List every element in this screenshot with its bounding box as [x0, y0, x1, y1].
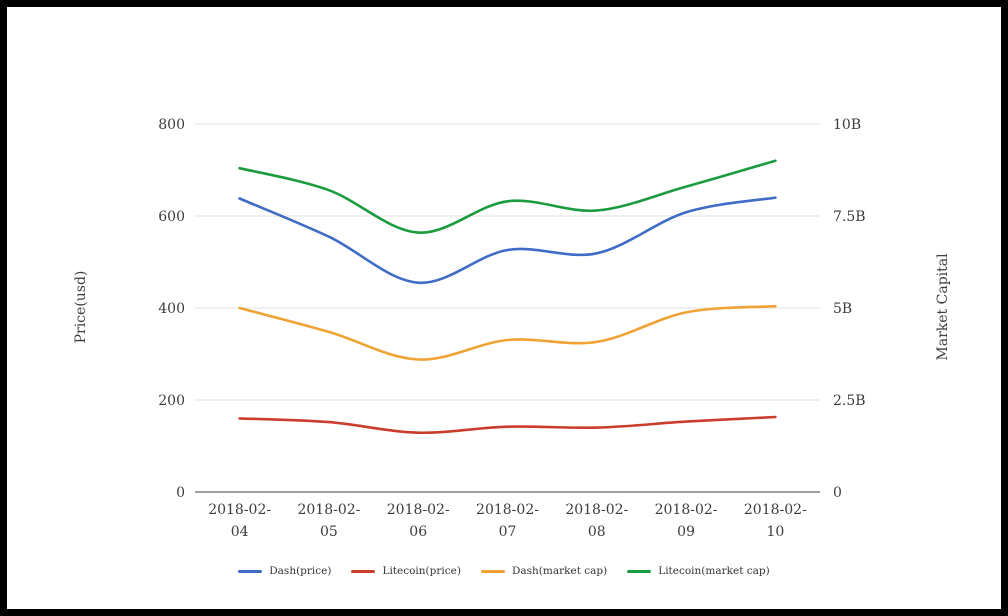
- legend-swatch-icon: [351, 569, 376, 573]
- legend-item-dash-price[interactable]: Dash(price): [238, 565, 331, 577]
- series-line-litecoin-price[interactable]: [238, 415, 777, 435]
- x-axis-label: 2018-02-04: [208, 502, 271, 540]
- legend-label: Dash(market cap): [511, 565, 608, 577]
- left-axis-tick: 0: [176, 485, 185, 501]
- left-axis-tick: 800: [158, 117, 185, 133]
- chart-legend: Dash(price) Litecoin(price) Dash(market ca…: [0, 565, 1008, 577]
- x-axis-label: 2018-02-08: [565, 502, 628, 540]
- series-line-dash-price[interactable]: [238, 196, 777, 285]
- legend-item-litecoin-price[interactable]: Litecoin(price): [351, 565, 461, 577]
- series-line-dash-market-cap[interactable]: [238, 304, 777, 361]
- left-axis-tick: 400: [158, 301, 185, 317]
- series-line-litecoin-market-cap[interactable]: [238, 159, 777, 234]
- right-axis-tick: 2.5B: [833, 393, 866, 409]
- x-axis-label: 2018-02-09: [655, 502, 718, 540]
- right-axis-tick: 0: [833, 485, 842, 501]
- right-axis-tick: 7.5B: [833, 209, 866, 225]
- legend-item-dash-market-cap[interactable]: Dash(market cap): [480, 565, 608, 577]
- x-axis-label: 2018-02-05: [297, 502, 360, 540]
- right-axis-tick: 5B: [833, 301, 852, 317]
- legend-swatch-icon: [238, 569, 263, 573]
- x-axis-label: 2018-02-10: [744, 502, 807, 540]
- legend-swatch-icon: [627, 569, 652, 573]
- left-axis-tick: 600: [158, 209, 185, 225]
- right-axis-tick: 10B: [833, 117, 861, 133]
- left-axis-tick: 200: [158, 393, 185, 409]
- legend-label: Litecoin(price): [382, 565, 461, 577]
- x-axis-label: 2018-02-06: [387, 502, 450, 540]
- legend-item-litecoin-market-cap[interactable]: Litecoin(market cap): [627, 565, 770, 577]
- x-axis-label: 2018-02-07: [476, 502, 539, 540]
- legend-swatch-icon: [480, 569, 505, 573]
- legend-label: Litecoin(market cap): [658, 565, 770, 577]
- legend-label: Dash(price): [269, 565, 332, 577]
